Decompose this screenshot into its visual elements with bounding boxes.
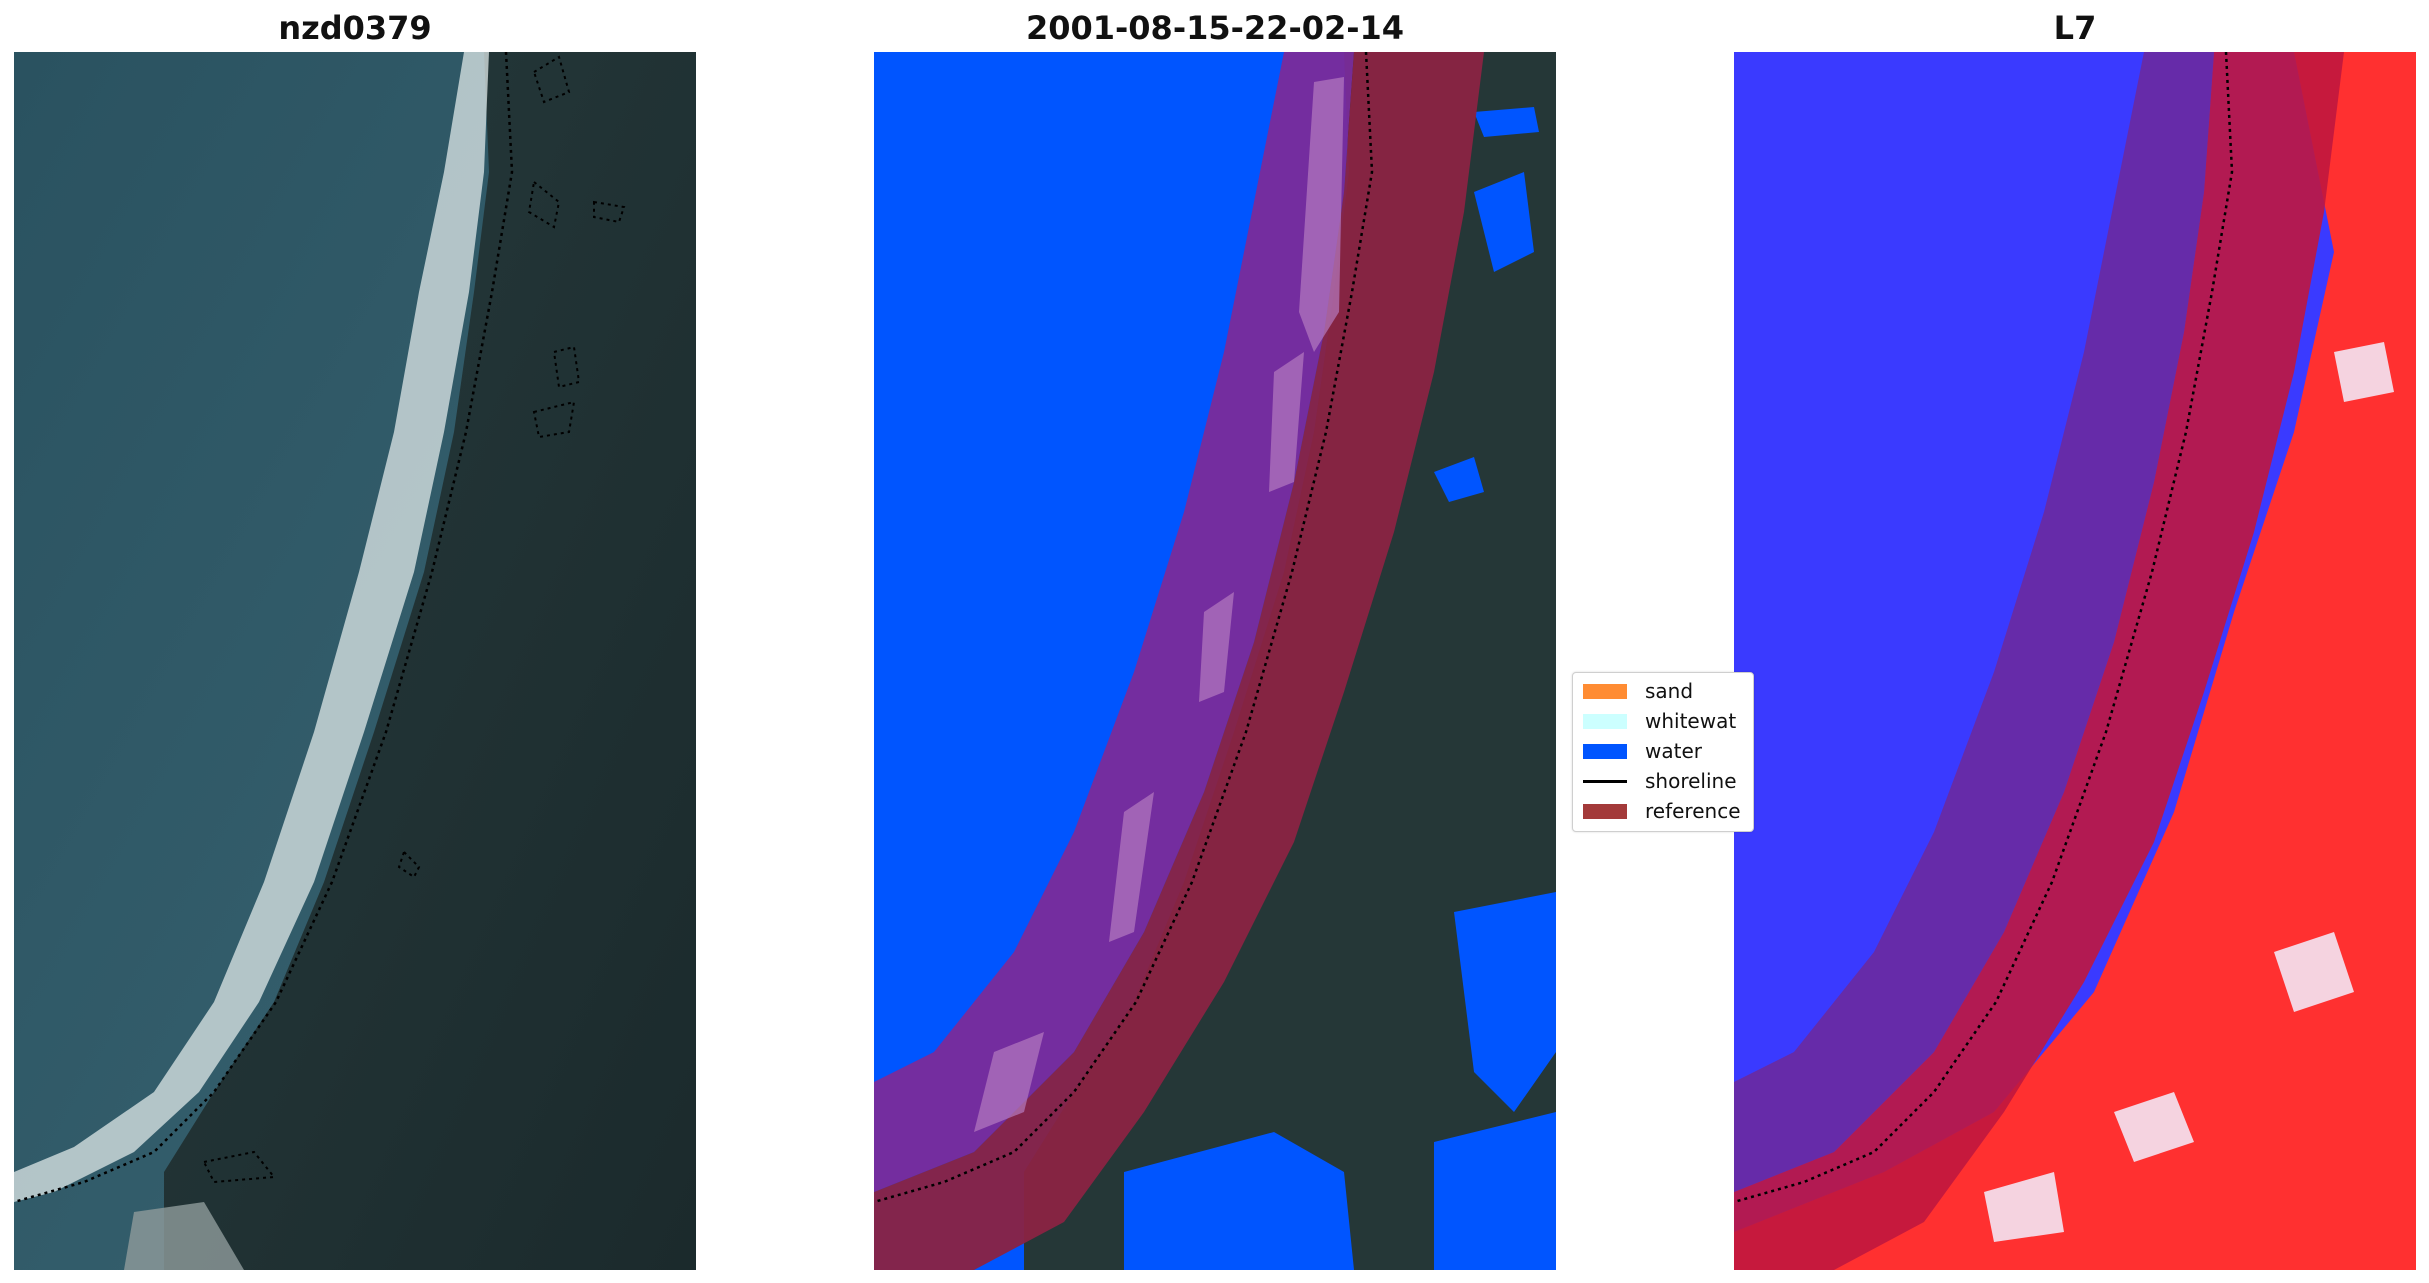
- inland-water: [1124, 107, 1556, 1270]
- legend-swatch-whitewater: [1583, 713, 1627, 729]
- classified-image: [874, 52, 1556, 1270]
- legend-item-shoreline: shoreline: [1583, 769, 1737, 793]
- legend-label-sand: sand: [1645, 679, 1694, 703]
- panel-title-rgb: nzd0379: [278, 9, 432, 47]
- legend-label-reference: reference: [1645, 799, 1741, 823]
- index-image-panel: [1734, 52, 2416, 1270]
- legend-item-reference: reference: [1583, 799, 1741, 823]
- rgb-image: [14, 52, 696, 1270]
- legend-line-shoreline: [1583, 779, 1627, 783]
- legend-swatch-reference: [1583, 803, 1627, 819]
- index-land: [1734, 52, 2416, 1270]
- buffer-water-side: [1734, 52, 2214, 1192]
- legend-label-water: water: [1645, 739, 1702, 763]
- legend-swatch-sand: [1583, 683, 1627, 699]
- buffer-land-side: [874, 52, 1484, 1270]
- sand-patch: [124, 1202, 244, 1270]
- legend-label-whitewater: whitewat: [1645, 709, 1737, 733]
- index-image: [1734, 52, 2416, 1270]
- legend: sand whitewat water shoreline reference: [1572, 672, 1754, 832]
- land-area: [164, 52, 696, 1270]
- surf-band: [14, 52, 489, 1202]
- legend-item-water: water: [1583, 739, 1702, 763]
- rgb-image-panel: [14, 52, 696, 1270]
- legend-label-shoreline: shoreline: [1645, 769, 1737, 793]
- legend-item-whitewater: whitewat: [1583, 709, 1736, 733]
- buffer-land-side: [1734, 52, 2344, 1270]
- legend-item-sand: sand: [1583, 679, 1693, 703]
- panel-title-classified: 2001-08-15-22-02-14: [1025, 9, 1405, 47]
- classified-image-panel: [874, 52, 1556, 1270]
- panel-title-index: L7: [2053, 9, 2097, 47]
- legend-swatch-water: [1583, 743, 1627, 759]
- inland-outline: [202, 55, 626, 1184]
- buffer-water-side: [874, 52, 1354, 1192]
